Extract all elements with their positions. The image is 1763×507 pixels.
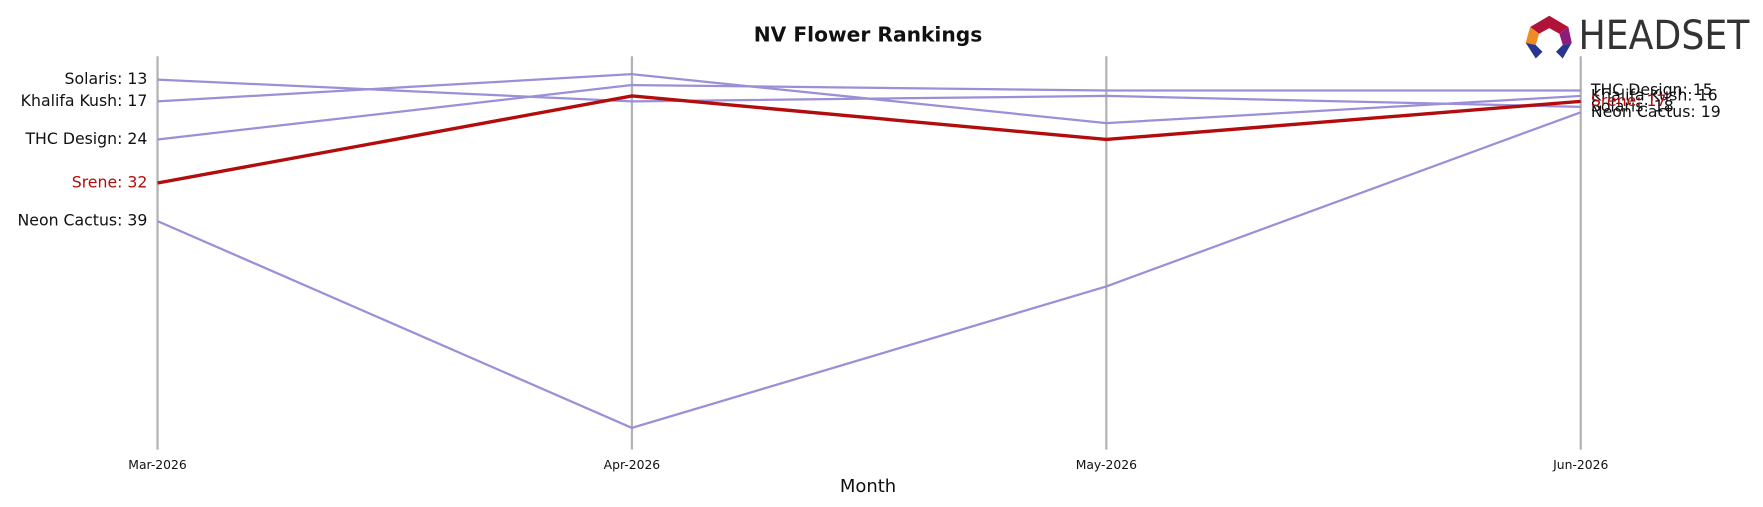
end-label: Neon Cactus: 19 [1591, 102, 1721, 121]
start-label: Khalifa Kush: 17 [21, 91, 148, 110]
start-label: Neon Cactus: 39 [18, 211, 148, 230]
logo-shape [1556, 42, 1572, 59]
rank-line [157, 78, 1581, 108]
rank-line [157, 73, 1581, 125]
chart-title: NV Flower Rankings [754, 22, 983, 46]
logo-text: HEADSET [1578, 11, 1749, 59]
start-label: THC Design: 24 [24, 129, 147, 148]
end-label: Solaris: 18 [1591, 96, 1674, 115]
end-label: Srene: 17 [1591, 91, 1667, 110]
x-tick-label: Apr-2026 [604, 458, 661, 472]
logo-shape [1525, 42, 1543, 59]
rank-line [157, 83, 1581, 141]
logo: HEADSET [1525, 11, 1750, 59]
rank-line [157, 94, 1581, 185]
start-label: Srene: 32 [72, 173, 148, 192]
logo-shape [1530, 15, 1569, 34]
logo-shape [1525, 26, 1540, 45]
x-tick-label: May-2026 [1076, 458, 1137, 472]
x-tick-label: Mar-2026 [128, 458, 187, 472]
start-label: Solaris: 13 [64, 69, 147, 88]
logo-shape [1559, 26, 1572, 45]
end-label: Khalifa Kush: 16 [1591, 85, 1718, 104]
x-axis-label: Month [840, 476, 896, 497]
end-label: THC Design: 15 [1590, 80, 1713, 99]
x-tick-label: Jun-2026 [1552, 458, 1608, 472]
rank-line [157, 111, 1582, 430]
